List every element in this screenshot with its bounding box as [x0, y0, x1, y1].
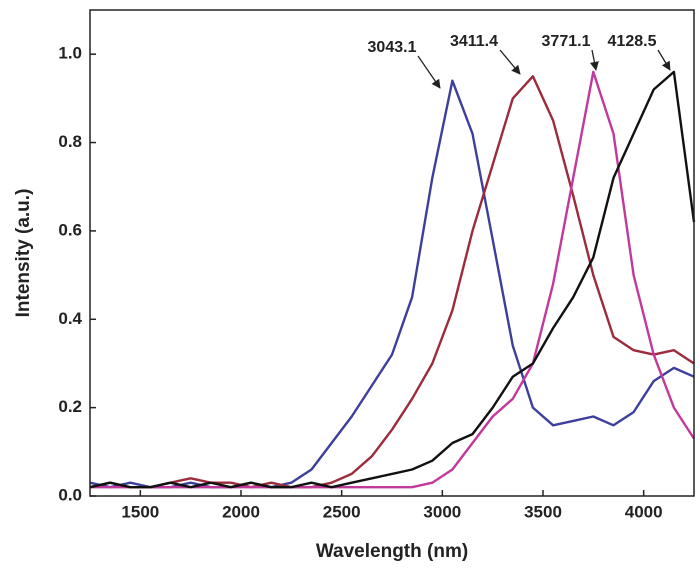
x-tick-label: 3500: [524, 502, 562, 521]
y-tick-label: 1.0: [58, 44, 82, 63]
annotation-arrow: [417, 55, 441, 89]
annotation-arrow: [589, 49, 599, 71]
x-tick-label: 1500: [121, 502, 159, 521]
annotation: 3411.4: [450, 33, 498, 50]
annotation: 4128.5: [608, 33, 657, 50]
annotation-arrow: [657, 49, 671, 71]
plot-frame: [89, 9, 695, 497]
x-tick-label: 4000: [625, 502, 663, 521]
series-line: [90, 70, 696, 489]
annotation: 3771.1: [542, 33, 591, 50]
y-tick-label: 0.2: [58, 397, 82, 416]
y-tick-label: 0.8: [58, 132, 82, 151]
annotation: 3043.1: [368, 39, 417, 56]
series-line: [89, 79, 695, 489]
x-axis-title: Wavelength (nm): [316, 541, 468, 562]
x-tick-label: 3000: [423, 502, 461, 521]
y-axis-title: Intensity (a.u.): [13, 189, 34, 318]
series-line: [89, 75, 695, 489]
y-tick-label: 0.6: [58, 220, 82, 239]
x-tick-label: 2000: [222, 502, 260, 521]
y-tick-label: 0.4: [58, 309, 82, 328]
annotation-arrow: [499, 49, 521, 75]
y-tick-label: 0.0: [58, 485, 82, 504]
x-tick-label: 2500: [323, 502, 361, 521]
series-line: [89, 70, 696, 489]
